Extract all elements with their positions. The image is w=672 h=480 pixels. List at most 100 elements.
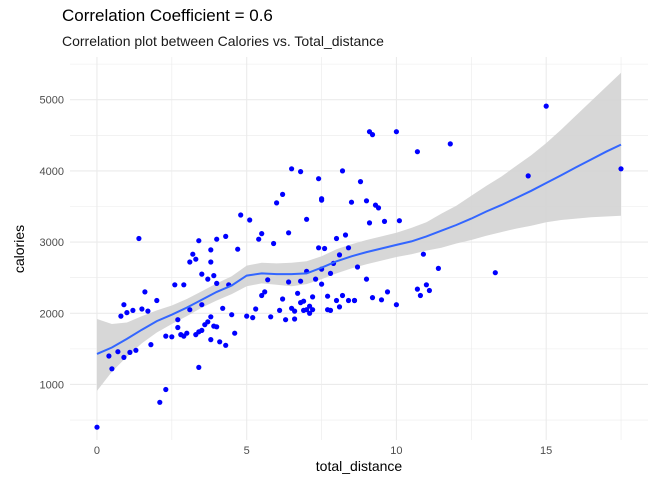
data-point (369, 132, 376, 138)
data-point (115, 349, 121, 355)
data-point (190, 251, 196, 257)
x-axis-ticks: 0 5 10 15 (94, 445, 552, 457)
data-point (133, 347, 139, 353)
data-point (351, 297, 358, 304)
data-point (525, 173, 531, 179)
data-point (145, 308, 151, 314)
data-point (327, 270, 334, 276)
chart-title: Correlation Coefficient = 0.6 (62, 6, 273, 25)
data-point (274, 200, 280, 206)
data-point (208, 314, 214, 320)
data-point (307, 303, 313, 309)
data-point (280, 191, 286, 197)
confidence-ribbon (97, 72, 621, 391)
data-point (363, 198, 370, 204)
data-point (157, 399, 163, 405)
data-point (205, 319, 211, 325)
data-point (205, 276, 211, 282)
data-point (447, 141, 453, 147)
confidence-ribbon-layer (97, 72, 621, 391)
data-point (229, 312, 235, 318)
data-point (420, 251, 426, 257)
data-point (130, 307, 136, 313)
data-point (196, 238, 202, 244)
data-point (286, 230, 292, 236)
data-point (217, 339, 223, 345)
data-point (280, 296, 286, 302)
data-point (244, 313, 250, 319)
data-point (184, 330, 190, 336)
data-point (121, 302, 127, 308)
x-tick-label: 10 (390, 445, 402, 457)
data-point (121, 354, 127, 360)
data-point (301, 298, 307, 304)
data-point (199, 327, 205, 333)
x-tick-label: 5 (244, 445, 250, 457)
data-point (357, 179, 364, 185)
data-point (325, 293, 331, 299)
data-point (316, 245, 322, 251)
data-point (265, 277, 271, 283)
data-point (333, 297, 340, 304)
data-point (342, 232, 349, 238)
data-point (268, 314, 274, 320)
y-tick-label: 5000 (40, 95, 64, 107)
data-point (214, 324, 220, 330)
x-tick-label: 0 (94, 445, 100, 457)
data-point (199, 302, 205, 308)
data-point (136, 235, 142, 242)
data-point (286, 279, 292, 285)
data-point (345, 245, 352, 251)
data-point (435, 265, 441, 271)
data-point (154, 297, 160, 304)
data-point (345, 297, 352, 304)
data-point (169, 334, 175, 340)
data-point (187, 259, 193, 265)
data-point (378, 297, 385, 303)
data-point (163, 333, 169, 339)
data-point (319, 281, 325, 287)
data-point (175, 317, 181, 323)
data-point (139, 306, 145, 312)
data-point (354, 264, 361, 270)
data-point (304, 307, 310, 313)
data-point (214, 280, 220, 286)
grid-lines (70, 57, 648, 440)
data-point (199, 271, 205, 277)
smooth-line (96, 143, 622, 355)
data-point (235, 246, 241, 252)
data-point (175, 324, 181, 331)
data-point (414, 149, 420, 155)
data-point (283, 317, 289, 323)
data-point (232, 330, 238, 336)
data-point (238, 212, 244, 218)
data-point (277, 307, 283, 313)
y-axis-title: calories (11, 225, 27, 273)
data-point (366, 220, 373, 226)
data-point (369, 295, 376, 301)
data-point (333, 235, 340, 242)
data-point (319, 197, 325, 203)
data-point (289, 166, 295, 172)
data-point (304, 216, 310, 222)
y-tick-label: 1000 (40, 379, 64, 391)
data-point (363, 276, 370, 282)
data-point (339, 168, 346, 174)
data-point (127, 349, 133, 355)
y-tick-label: 4000 (40, 166, 64, 178)
data-point (426, 287, 432, 294)
data-point (316, 176, 322, 182)
data-point (208, 259, 214, 265)
data-point (187, 307, 193, 313)
data-point (384, 289, 391, 295)
data-point (414, 286, 420, 292)
data-point (393, 129, 399, 135)
data-point (193, 256, 199, 262)
data-point (208, 247, 214, 253)
data-point (118, 313, 124, 319)
data-point (259, 231, 265, 237)
data-point (313, 276, 319, 282)
data-points (94, 103, 624, 430)
data-point (250, 315, 256, 321)
